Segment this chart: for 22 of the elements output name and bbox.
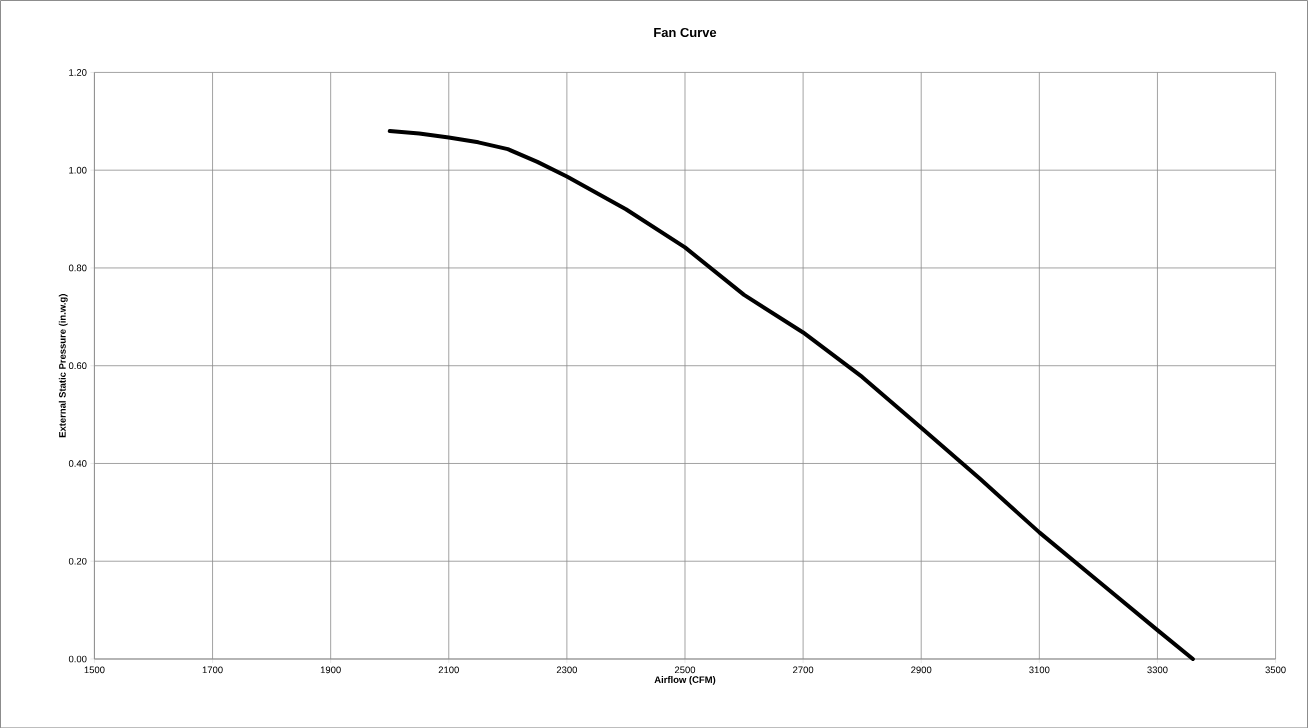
- x-tick-label: 1900: [320, 666, 341, 673]
- y-tick-label: 1.20: [69, 68, 87, 76]
- x-tick-label: 3500: [1265, 666, 1286, 673]
- line-series: [387, 128, 1195, 661]
- x-tick-label: 3100: [1029, 666, 1050, 673]
- y-tick-label: 0.60: [68, 362, 87, 369]
- y-tick-label: 0.00: [68, 655, 87, 663]
- x-tick-label: 2500: [674, 666, 696, 673]
- x-tick-label: 1700: [202, 666, 223, 673]
- x-axis-title: Airflow (CFM): [654, 675, 716, 685]
- y-tick-label: 0.80: [68, 264, 87, 272]
- y-tick-label: 1.00: [69, 166, 87, 174]
- y-tick-label: 0.40: [68, 459, 87, 467]
- chart-title: Fan Curve: [654, 27, 717, 37]
- y-axis-title: External Static Pressure (in.w.g): [58, 293, 68, 437]
- x-tick-label: 2900: [911, 666, 932, 673]
- x-tick-label: 1500: [84, 666, 105, 673]
- y-tick-label: 0.20: [68, 557, 87, 565]
- x-tick-label: 2300: [556, 666, 578, 673]
- x-tick-label: 2700: [793, 666, 814, 673]
- x-tick-label: 2100: [438, 666, 459, 673]
- x-tick-label: 3300: [1147, 666, 1168, 673]
